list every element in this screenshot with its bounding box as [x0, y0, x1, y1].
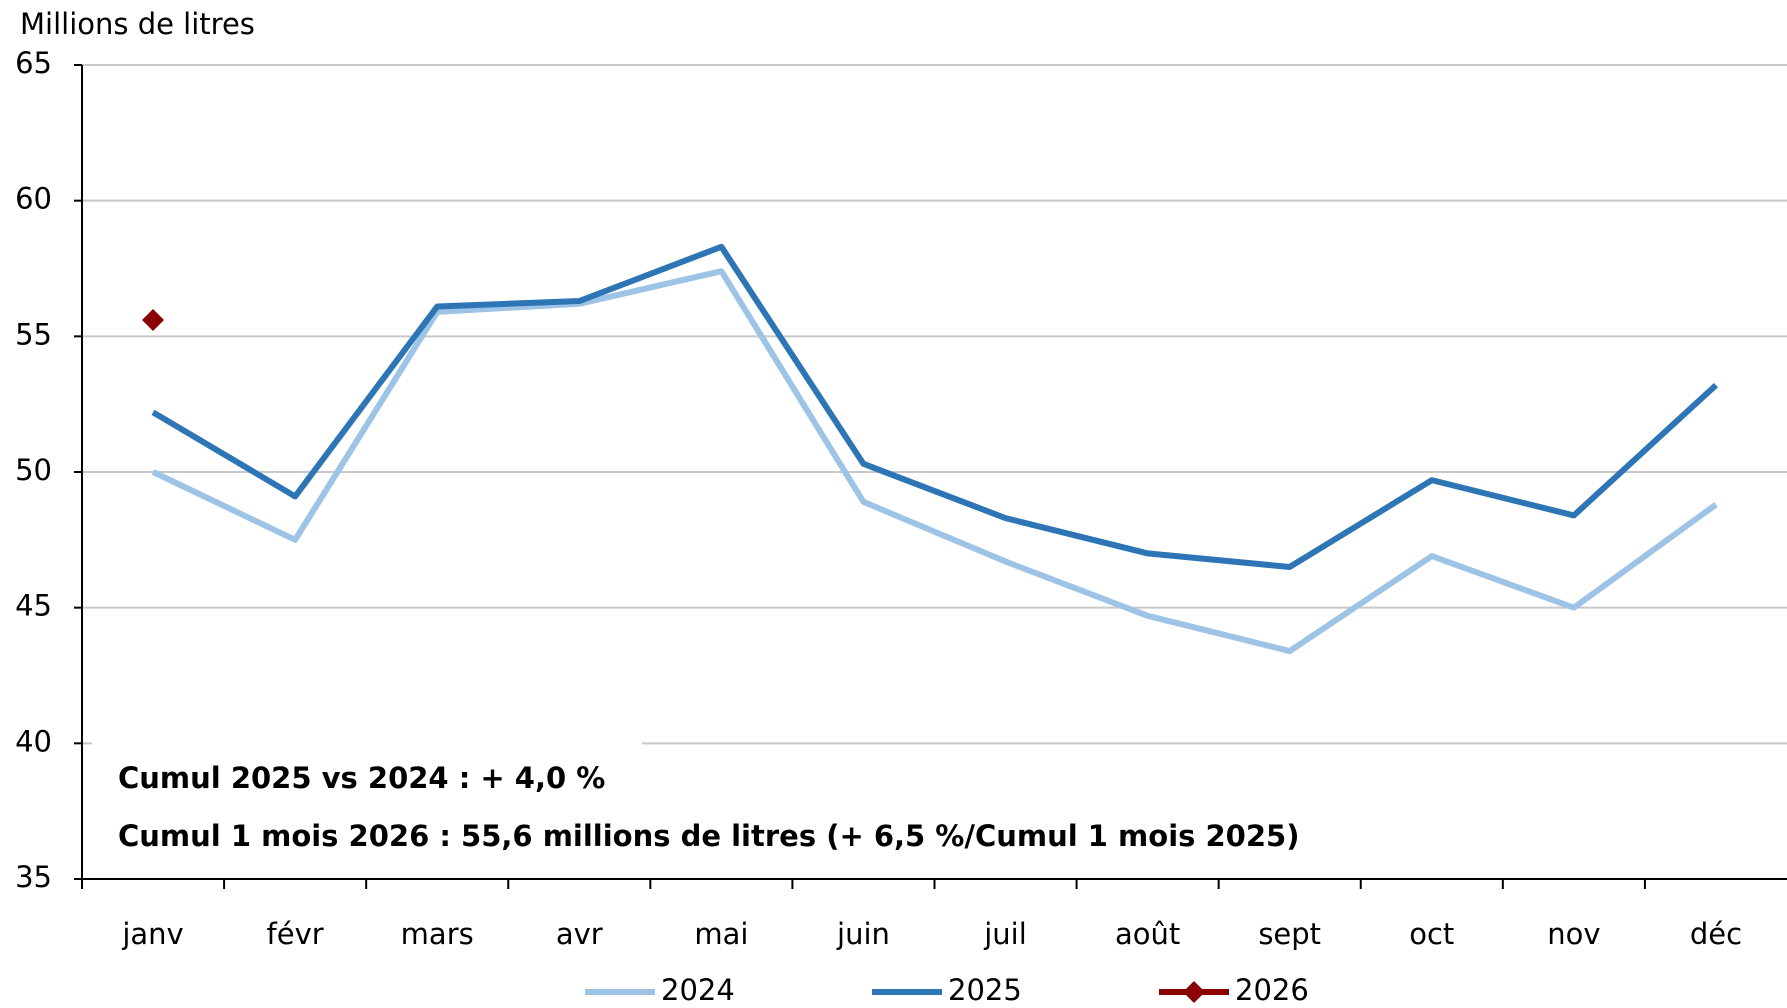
- x-tick-label: août: [1115, 917, 1180, 951]
- y-tick-label: 40: [15, 724, 52, 758]
- y-tick-label: 60: [15, 182, 52, 216]
- legend-marker: [1183, 981, 1205, 1003]
- legend-label: 2026: [1235, 973, 1309, 1007]
- x-tick-label: mars: [401, 917, 474, 951]
- y-tick-label: 35: [15, 860, 52, 894]
- x-tick-label: sept: [1258, 917, 1321, 951]
- x-tick-label: juil: [983, 917, 1027, 951]
- annotation-box: [92, 741, 642, 871]
- legend-label: 2025: [948, 973, 1022, 1007]
- annotation: Cumul 2025 vs 2024 : + 4,0 %: [118, 761, 605, 795]
- x-tick-label: janv: [121, 917, 183, 951]
- annotation: Cumul 1 mois 2026 : 55,6 millions de lit…: [118, 819, 1299, 853]
- x-tick-label: févr: [267, 917, 324, 951]
- y-tick-label: 65: [15, 46, 52, 80]
- x-tick-label: nov: [1547, 917, 1600, 951]
- x-tick-label: oct: [1409, 917, 1454, 951]
- x-tick-label: juin: [836, 917, 890, 951]
- x-tick-label: déc: [1690, 917, 1742, 951]
- y-tick-label: 50: [15, 453, 52, 487]
- legend-label: 2024: [661, 973, 735, 1007]
- y-tick-label: 45: [15, 589, 52, 623]
- series-line: [151, 243, 1718, 570]
- x-tick-label: avr: [556, 917, 603, 951]
- y-axis-label: Millions de litres: [20, 7, 255, 41]
- point: [142, 309, 165, 332]
- x-tick-label: mai: [694, 917, 748, 951]
- series-line: [151, 268, 1718, 655]
- y-tick-label: 55: [15, 317, 52, 351]
